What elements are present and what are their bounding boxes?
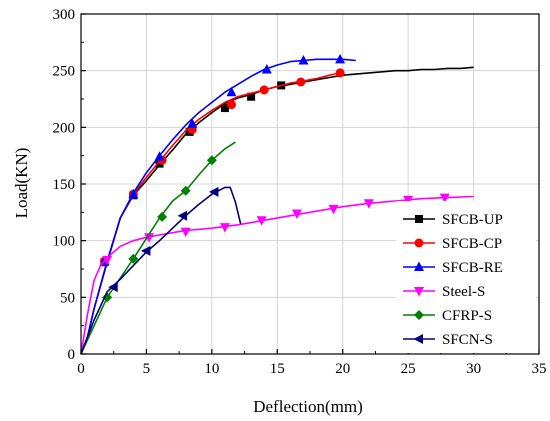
series-5 [80,141,236,355]
data-point [128,253,139,264]
data-point [328,204,339,215]
data-point [259,85,269,95]
data-point [128,188,139,199]
series-layer [80,53,474,355]
x-tick-label: 15 [270,361,285,377]
y-tick-label: 150 [53,177,76,193]
legend-marker [414,238,424,248]
data-point [363,199,374,209]
legend-label: SFCB-UP [442,212,503,228]
x-tick-label: 20 [335,361,350,377]
data-point [154,151,165,161]
legend-marker [414,261,424,271]
data-point [140,245,151,256]
y-tick-label: 200 [53,120,76,136]
data-point [439,193,450,204]
legend-item: SFCB-CP [403,236,502,252]
data-point [335,53,346,64]
series-line [80,58,356,355]
series-4 [80,193,474,355]
data-point [296,77,306,87]
x-tick-label: 5 [143,361,151,377]
data-point [102,292,113,303]
data-point [256,216,267,226]
data-point [206,155,217,166]
legend-item: CFRP-S [403,308,492,324]
data-point [220,104,229,113]
data-point [247,92,256,101]
data-point [144,233,155,243]
legend-item: SFCN-S [403,332,493,348]
legend-marker [415,215,423,223]
data-point [177,210,188,221]
data-point [180,227,191,238]
x-axis-title: Deflection(mm) [253,397,363,416]
data-point [226,100,236,110]
data-point [335,68,345,78]
legend-label: Steel-S [442,284,485,300]
data-point [187,118,198,128]
legend-label: CFRP-S [442,308,492,324]
x-tick-label: 35 [532,361,547,377]
data-point [261,64,272,74]
series-3 [80,53,356,355]
y-tick-label: 100 [53,234,76,250]
data-point [208,186,219,197]
data-point [108,282,118,293]
legend-item: Steel-S [403,284,485,300]
y-tick-label: 50 [60,290,75,306]
legend-marker [413,334,423,344]
legend-item: SFCB-RE [403,260,503,276]
legend: SFCB-UP SFCB-CP SFCB-RE Steel-S CFRP-S SFCN-S [396,201,536,353]
legend-marker [414,310,424,320]
y-tick-label: 250 [53,64,76,80]
legend-box [396,201,536,353]
x-tick-label: 10 [204,361,219,377]
data-point [180,185,191,196]
ticks: 0 5 10 15 20 25 30 35 0 50 100 150 200 250 300 [53,7,547,377]
series-6 [80,186,242,355]
y-tick-label: 0 [68,347,76,363]
legend-label: SFCB-CP [442,236,502,252]
legend-label: SFCB-RE [442,260,503,276]
series-line [80,195,474,355]
data-point [298,54,309,65]
data-point [226,86,237,97]
x-tick-label: 25 [401,361,416,377]
data-point [157,211,168,222]
x-tick-label: 0 [77,361,85,377]
data-point [291,209,302,219]
data-point [219,223,230,233]
data-point [403,195,414,206]
data-point [102,255,113,266]
y-tick-label: 300 [53,7,76,23]
y-axis-title: Load(KN) [12,148,31,219]
x-tick-label: 30 [466,361,481,377]
legend-label: SFCN-S [442,332,493,348]
legend-marker [414,287,424,297]
grid [81,14,539,354]
legend-item: SFCB-UP [403,212,503,228]
